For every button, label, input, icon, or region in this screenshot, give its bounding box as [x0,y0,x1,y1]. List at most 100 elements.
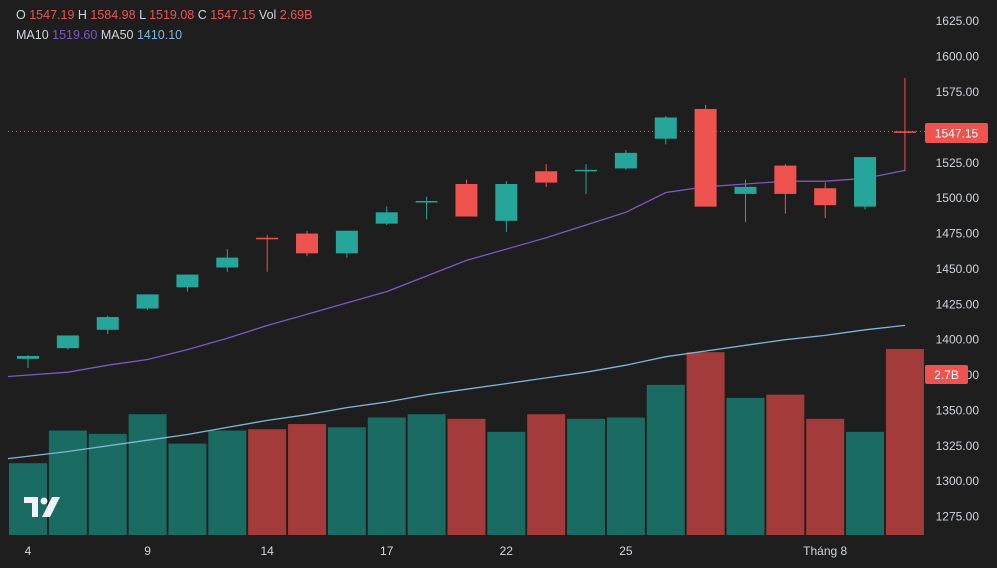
ma10-value: 1519.60 [52,28,98,42]
candle [256,234,279,272]
volume-bar [527,414,566,535]
ma10-label: MA10 [16,28,49,42]
price-candles [17,77,916,368]
price-tick-label: 1425.00 [936,297,980,311]
candle-body [854,157,877,207]
candle [375,206,398,226]
candle [335,230,358,258]
volume-bar [487,431,526,535]
candle [774,164,797,214]
candle-body [335,230,358,254]
volume-bar [128,414,167,535]
candle-body [17,355,39,359]
volume-bar [168,443,207,535]
candle-body [176,274,199,288]
axis-badges: 1547.15 2.7B [925,123,988,384]
volume-bar [248,429,287,535]
candle [575,164,598,194]
low-label: L [139,8,146,22]
candle [176,274,199,292]
candle [17,355,39,368]
time-tick-label: 25 [619,544,633,558]
volume-bar [726,397,765,535]
open-value: 1547.19 [29,8,75,22]
volume-bar [88,433,127,535]
candle-body [535,171,558,183]
close-value: 1547.15 [210,8,256,22]
last-price-badge-text: 1547.15 [935,127,979,141]
time-tick-label: 9 [144,544,151,558]
candle-body [56,335,79,349]
volume-bar [806,418,845,535]
candle-body [96,317,119,330]
high-label: H [77,8,87,22]
candle [535,164,558,187]
candle-body [893,131,916,133]
candle [136,294,159,310]
ma50-line [7,324,905,460]
price-tick-label: 1525.00 [936,156,980,170]
candle-body [614,152,637,169]
candle [216,249,239,272]
candle [614,150,637,170]
moving-averages [7,169,906,460]
candle [814,182,837,218]
candle-body [256,237,279,240]
candle-body [495,183,518,221]
volume-label: Vol [258,8,277,22]
candle [734,179,757,223]
volume-bar [447,418,486,535]
candle-body [415,200,438,203]
candle [415,196,438,220]
volume-bar [766,394,805,535]
price-tick-label: 1625.00 [936,14,980,28]
price-axis[interactable]: 1625.001600.001575.001550.001525.001500.… [936,14,980,523]
volume-bar [686,352,725,535]
time-tick-label: 4 [25,544,32,558]
tradingview-logo-icon[interactable] [24,495,66,519]
candle [56,335,79,350]
volume-bar [208,430,247,535]
volume-bar [288,424,327,535]
candle [296,230,319,257]
price-tick-label: 1275.00 [936,510,980,524]
candle-body [296,233,319,254]
candle [654,116,677,145]
volume-bars [9,348,924,535]
price-tick-label: 1450.00 [936,262,980,276]
open-label: O [16,8,26,22]
time-tick-label: 22 [500,544,514,558]
price-tick-label: 1475.00 [936,227,980,241]
volume-badge-text: 2.7B [934,368,959,382]
candle-body [734,186,757,194]
candle-body [136,294,159,309]
candle-body [455,183,478,217]
volume-value: 2.69B [279,8,313,22]
time-tick-label: Tháng 8 [803,544,847,558]
price-tick-label: 1575.00 [936,85,980,99]
ma-legend: MA10 1519.60 MA50 1410.10 [16,28,182,42]
last-price-badge [925,123,988,143]
candle [893,77,916,172]
volume-bar [367,417,406,535]
candle-body [694,108,717,207]
price-tick-label: 1400.00 [936,333,980,347]
price-tick-label: 1300.00 [936,474,980,488]
time-axis[interactable]: 4 9 14 17 22 25 Tháng 8 [25,544,848,558]
volume-bar [48,430,87,535]
price-tick-label: 1325.00 [936,439,980,453]
time-tick-label: 14 [260,544,274,558]
close-label: C [197,8,207,22]
ma10-line [7,169,906,378]
ohlc-legend: O 1547.19 H 1584.98 L 1519.08 C 1547.15 … [16,8,312,22]
high-value: 1584.98 [90,8,136,22]
candle [694,104,717,207]
volume-bar [567,418,606,535]
candle [96,315,119,335]
ma50-value: 1410.10 [136,28,183,42]
candle-body [216,257,239,268]
volume-bar [407,414,446,535]
volume-bar [846,431,885,535]
volume-badge [925,365,968,384]
